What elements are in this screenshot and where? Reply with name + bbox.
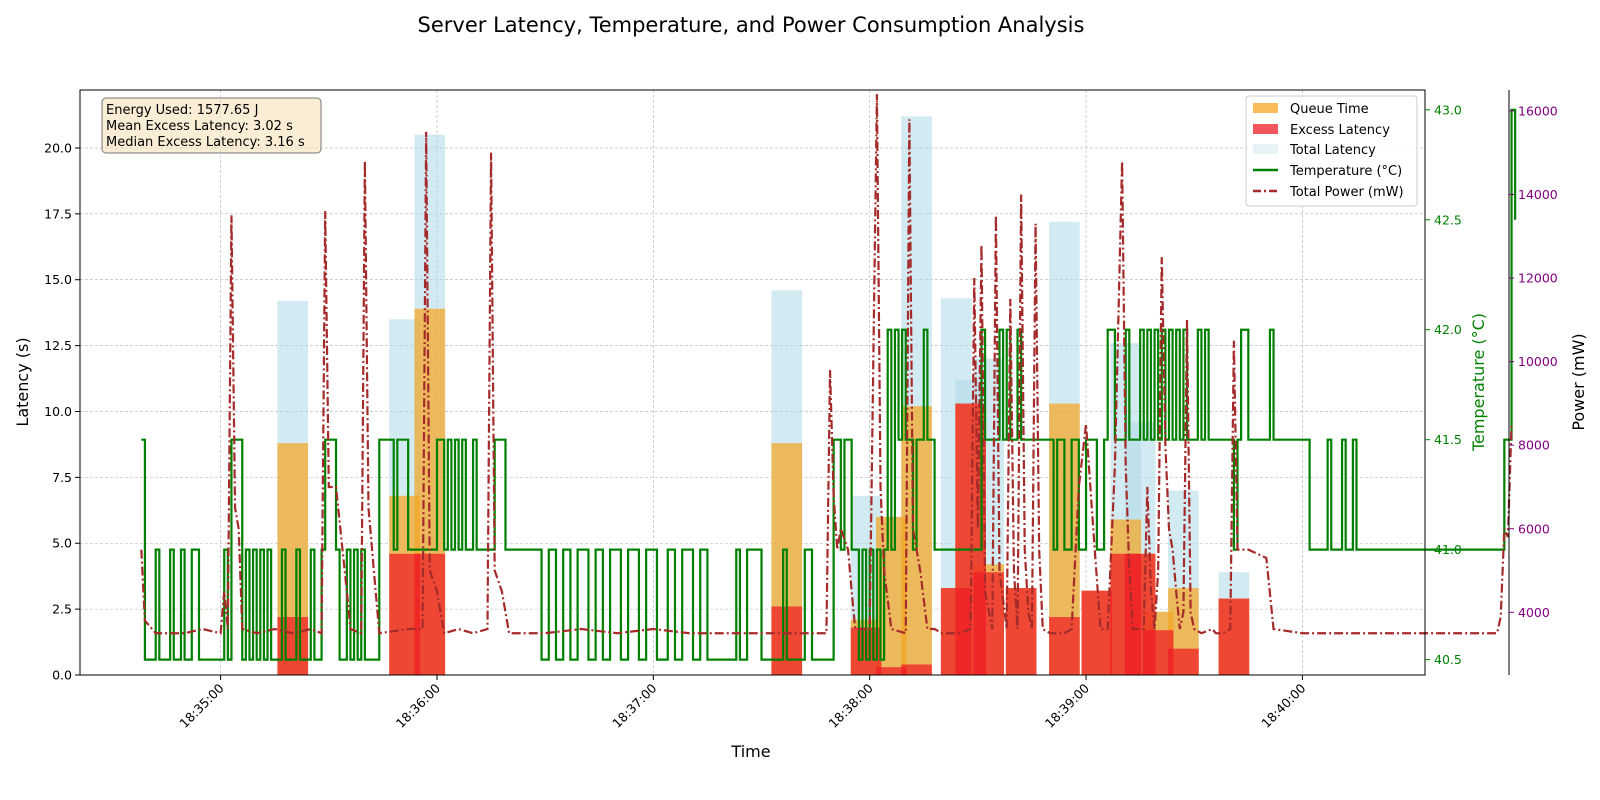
stats-energy: Energy Used: 1577.65 J — [106, 103, 258, 118]
y-axis-power: 4000 6000 8000 10000 12000 14000 16000 — [1508, 90, 1558, 675]
excess-latency-bar — [973, 572, 1005, 675]
chart-title: Server Latency, Temperature, and Power C… — [418, 13, 1085, 37]
x-tick-label: 18:37:00 — [609, 680, 659, 730]
stats-mean-excess: Mean Excess Latency: 3.02 s — [106, 119, 293, 134]
y-tick-label: 5.0 — [52, 536, 72, 551]
x-tick-label: 18:36:00 — [393, 680, 443, 730]
power-tick-label: 4000 — [1518, 605, 1550, 620]
y-tick-label: 20.0 — [44, 140, 72, 155]
legend-frame — [1245, 95, 1418, 207]
excess-latency-bar — [1081, 590, 1113, 675]
excess-latency-bar — [876, 667, 907, 675]
power-axis-label: Power (mW) — [1569, 333, 1588, 430]
y-axis-label: Latency (s) — [13, 337, 32, 426]
x-axis-label: Time — [730, 742, 770, 761]
plot-frame — [79, 89, 1426, 676]
x-tick-label: 18:35:00 — [176, 680, 226, 730]
x-axis: 18:35:00 18:36:00 18:37:00 18:38:00 18:39:00… — [176, 675, 1309, 731]
y-axis-temperature: 40.5 41.0 41.5 42.0 42.5 43.0 — [1425, 102, 1462, 667]
excess-latency-bar — [1218, 598, 1250, 675]
legend-label-power: Total Power (mW) — [1289, 185, 1404, 200]
power-series — [140, 94, 1513, 635]
power-tick-label: 12000 — [1518, 271, 1558, 286]
legend-label-queue: Queue Time — [1290, 102, 1369, 117]
temperature-tick-label: 42.0 — [1434, 322, 1462, 337]
excess-latency-bar — [901, 664, 932, 675]
stats-box: Energy Used: 1577.65 J Mean Excess Laten… — [101, 97, 322, 154]
y-tick-label: 15.0 — [44, 272, 72, 287]
temperature-tick-label: 43.0 — [1434, 102, 1462, 117]
y-tick-label: 7.5 — [52, 470, 72, 485]
y-tick-label: 2.5 — [52, 602, 72, 617]
legend-label-excess: Excess Latency — [1290, 123, 1390, 138]
stats-box-background — [101, 97, 322, 154]
y-tick-label: 10.0 — [44, 404, 72, 419]
x-tick-label: 18:38:00 — [826, 680, 876, 730]
stats-median-excess: Median Excess Latency: 3.16 s — [106, 135, 305, 150]
excess-latency-bar — [414, 553, 446, 675]
power-line — [140, 94, 1513, 635]
power-tick-label: 6000 — [1518, 521, 1550, 536]
power-tick-label: 10000 — [1518, 354, 1558, 369]
temperature-tick-label: 42.5 — [1434, 212, 1462, 227]
y-tick-label: 17.5 — [44, 206, 72, 221]
temperature-series — [141, 108, 1517, 661]
temperature-line — [141, 108, 1517, 661]
y-tick-label: 0.0 — [52, 668, 72, 683]
power-tick-label: 16000 — [1518, 103, 1558, 118]
power-tick-label: 14000 — [1518, 187, 1558, 202]
x-tick-label: 18:40:00 — [1258, 680, 1308, 730]
temperature-tick-label: 41.0 — [1434, 542, 1462, 557]
temperature-tick-label: 40.5 — [1434, 652, 1462, 667]
legend-swatch-queue — [1253, 103, 1278, 113]
excess-latency-bar — [1168, 648, 1199, 675]
power-tick-label: 8000 — [1518, 438, 1550, 453]
legend-swatch-excess — [1253, 124, 1278, 134]
legend-swatch-total — [1253, 144, 1278, 154]
legend-label-temperature: Temperature (°C) — [1289, 164, 1402, 179]
y-tick-label: 12.5 — [44, 338, 72, 353]
y-axis-latency: 0.0 2.5 5.0 7.5 10.0 12.5 15.0 17.5 20.0 — [44, 140, 80, 683]
legend-label-total: Total Latency — [1289, 143, 1376, 158]
temperature-axis-label: Temperature (°C) — [1469, 313, 1488, 452]
x-tick-label: 18:39:00 — [1042, 680, 1092, 730]
legend: Queue Time Excess Latency Total Latency … — [1245, 95, 1418, 207]
temperature-tick-label: 41.5 — [1434, 432, 1462, 447]
excess-latency-bar — [1005, 588, 1037, 675]
excess-latency-bar — [1049, 617, 1080, 675]
